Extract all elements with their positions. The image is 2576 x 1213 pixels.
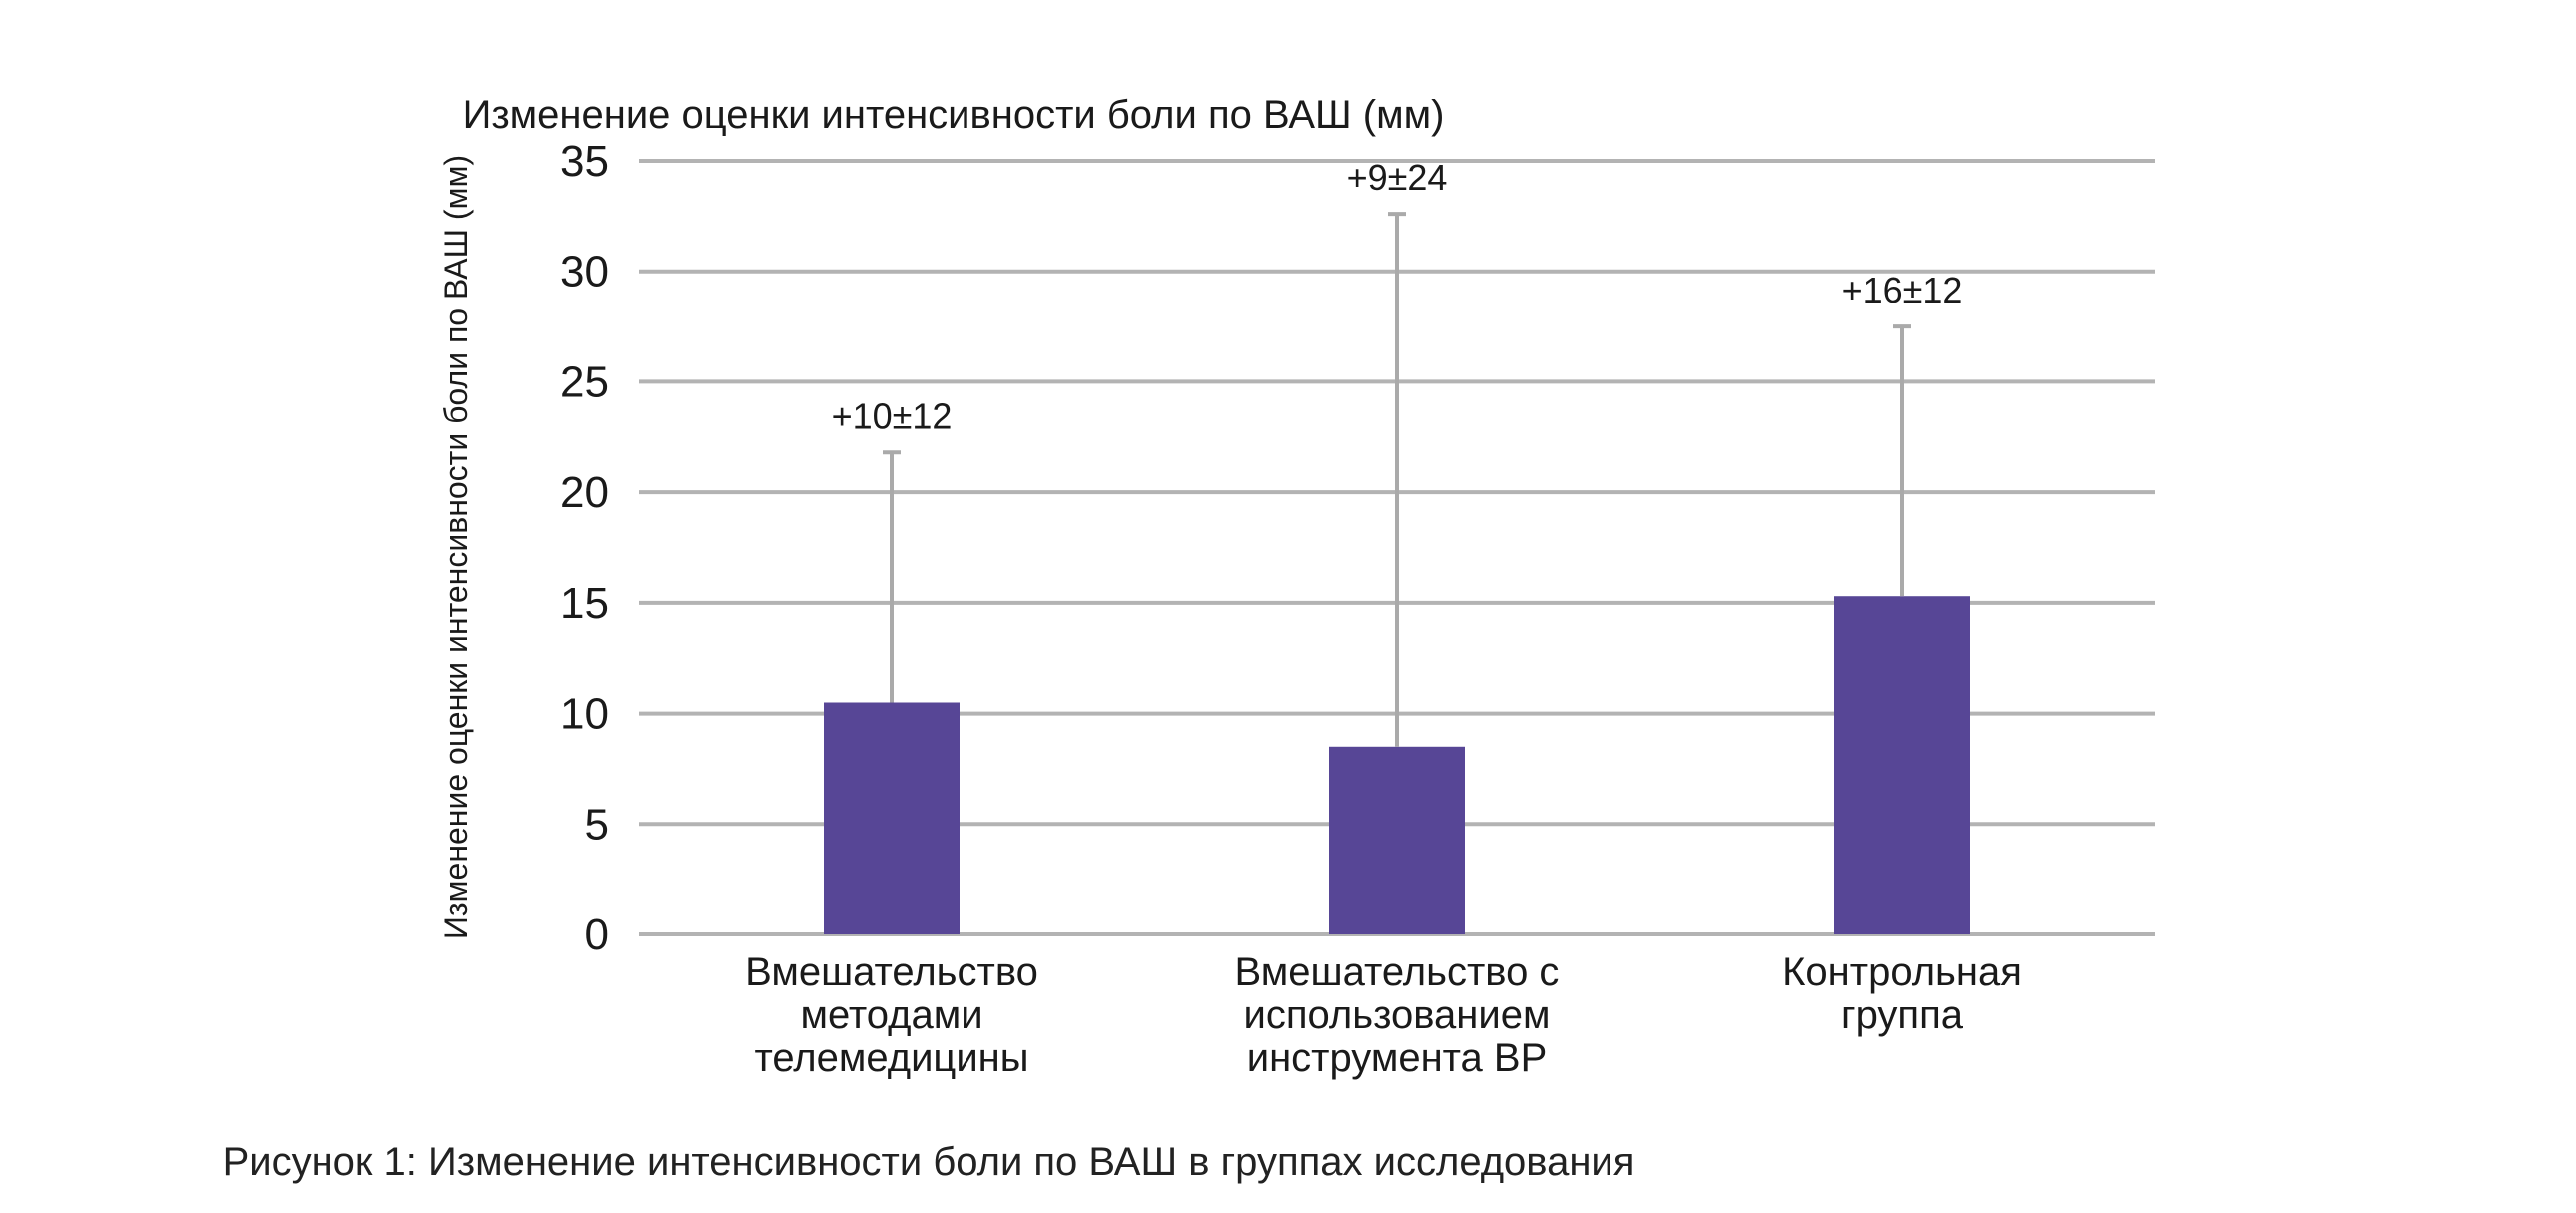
y-tick-label: 0 (585, 910, 609, 959)
y-tick-label: 10 (560, 690, 609, 739)
chart-title: Изменение оценки интенсивности боли по В… (463, 93, 1445, 137)
bars (824, 596, 1970, 934)
bar-3 (1834, 596, 1970, 934)
figure-caption: Рисунок 1: Изменение интенсивности боли … (222, 1140, 1635, 1184)
y-tick-label: 20 (560, 468, 609, 517)
data-label-2: +9±24 (1347, 157, 1448, 198)
y-axis-label: Изменение оценки интенсивности боли по В… (438, 155, 474, 939)
y-tick-label: 30 (560, 248, 609, 297)
bar-chart: Изменение оценки интенсивности боли по В… (438, 93, 2155, 1080)
y-tick-label: 25 (560, 357, 609, 406)
bar-1 (824, 702, 960, 934)
y-tick-label: 15 (560, 579, 609, 628)
bar-2 (1329, 746, 1465, 934)
data-label-1: +10±12 (832, 395, 953, 436)
x-category-label-3: Контрольная группа (1782, 950, 2022, 1037)
x-category-label-1: Вмешательство методами телемедицины (745, 950, 1038, 1080)
chart-text: Изменение оценки интенсивности боли по В… (438, 93, 2022, 1080)
y-tick-label: 5 (585, 800, 609, 849)
data-label-3: +16±12 (1842, 270, 1963, 310)
y-tick-label: 35 (560, 137, 609, 186)
error-bars (883, 212, 1911, 747)
x-category-label-2: Вмешательство с использованием инструмента… (1235, 950, 1560, 1080)
